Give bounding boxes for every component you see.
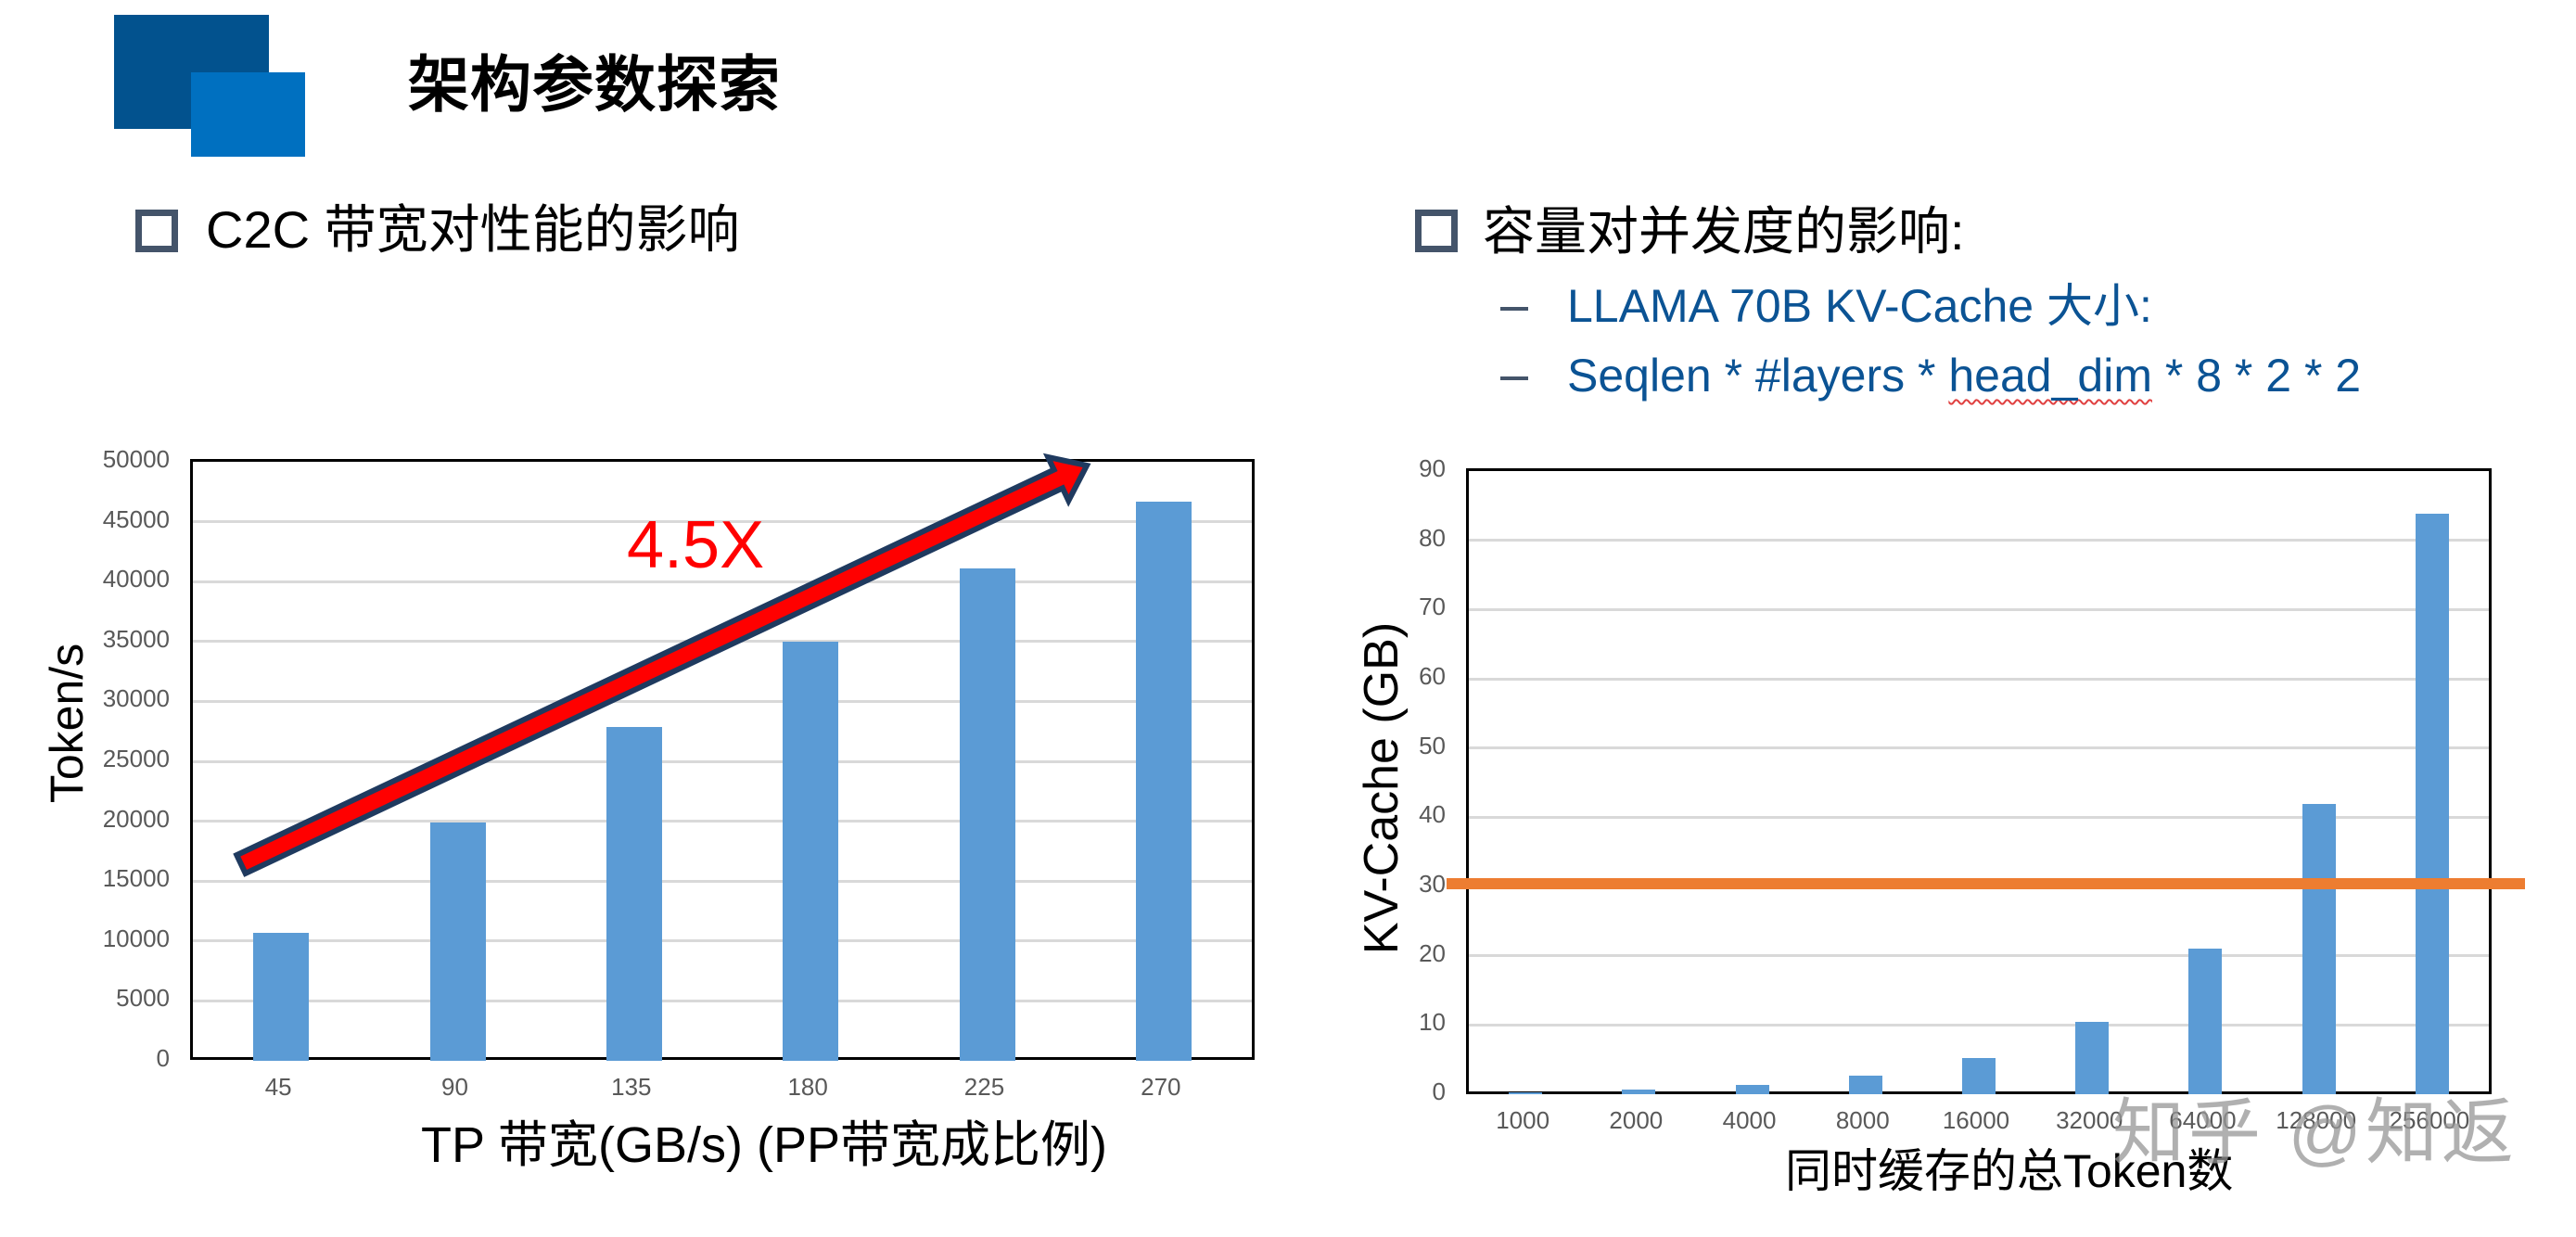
y-tick-label: 40 xyxy=(1419,800,1446,829)
x-tick-label: 2000 xyxy=(1609,1106,1664,1134)
trend-arrow-icon xyxy=(233,453,1091,877)
y-tick-label: 10000 xyxy=(102,924,170,952)
spellcheck-underlined-word: head_dim xyxy=(1948,350,2152,402)
gridline xyxy=(1469,1023,2489,1027)
x-tick-label: 90 xyxy=(441,1073,468,1101)
y-tick-label: 30 xyxy=(1419,870,1446,898)
gridline xyxy=(1469,607,2489,611)
bar xyxy=(429,822,486,1061)
logo-square-light xyxy=(191,72,305,157)
y-tick-label: 50 xyxy=(1419,731,1446,759)
gridline xyxy=(193,580,1252,583)
bar xyxy=(1735,1085,1769,1094)
bar xyxy=(1622,1090,1656,1094)
left-section-heading: C2C 带宽对性能的影响 xyxy=(206,200,740,259)
sub-item-kv-cache-size: LLAMA 70B KV-Cache 大小: xyxy=(1567,280,2152,332)
gridline xyxy=(1469,746,2489,750)
y-tick-label: 50000 xyxy=(102,445,170,473)
gridline xyxy=(193,520,1252,524)
x-tick-label: 64000 xyxy=(2169,1106,2237,1134)
y-tick-label: 15000 xyxy=(102,864,170,893)
bar xyxy=(1135,501,1192,1061)
x-tick-label: 128000 xyxy=(2276,1106,2357,1134)
y-tick-label: 0 xyxy=(1432,1078,1446,1105)
x-tick-label: 45 xyxy=(264,1073,292,1101)
y-tick-label: 5000 xyxy=(116,984,170,1013)
x-tick-label: 270 xyxy=(1141,1073,1181,1101)
y-tick-label: 60 xyxy=(1419,662,1446,690)
y-tick-label: 70 xyxy=(1419,593,1446,621)
gridline xyxy=(193,699,1252,703)
x-tick-label: 8000 xyxy=(1835,1106,1890,1134)
x-tick-label: 225 xyxy=(963,1073,1005,1101)
y-tick-label: 80 xyxy=(1419,523,1446,552)
y-tick-label: 0 xyxy=(156,1044,170,1072)
bar xyxy=(2075,1021,2110,1094)
x-axis-title: TP 带宽(GB/s) (PP带宽成比例) xyxy=(421,1117,1108,1173)
gridline xyxy=(193,879,1252,883)
bar xyxy=(1509,1091,1543,1094)
bar xyxy=(2302,804,2336,1094)
capacity-threshold-line xyxy=(1447,878,2525,889)
bar xyxy=(783,641,839,1061)
x-tick-label: 1000 xyxy=(1496,1106,1550,1134)
x-tick-label: 135 xyxy=(611,1073,652,1101)
hollow-square-bullet-icon xyxy=(135,210,178,252)
y-tick-label: 45000 xyxy=(102,504,170,533)
dash-bullet-icon xyxy=(1500,307,1528,311)
bar xyxy=(606,726,662,1061)
gridline xyxy=(1469,677,2489,681)
gridline xyxy=(193,999,1252,1002)
bar xyxy=(959,567,1015,1061)
page-title: 架构参数探索 xyxy=(408,50,781,119)
y-tick-label: 20 xyxy=(1419,938,1446,967)
y-tick-label: 25000 xyxy=(102,745,170,772)
bar xyxy=(2415,513,2449,1094)
gridline xyxy=(193,820,1252,823)
bar xyxy=(1848,1076,1882,1094)
bar xyxy=(253,932,310,1061)
y-tick-label: 40000 xyxy=(102,565,170,593)
plot-area xyxy=(1466,468,2492,1094)
bar xyxy=(2188,949,2223,1094)
gridline xyxy=(1469,815,2489,819)
gridline xyxy=(1469,954,2489,958)
y-tick-label: 35000 xyxy=(102,624,170,653)
gridline xyxy=(193,759,1252,763)
y-tick-label: 20000 xyxy=(102,804,170,833)
x-tick-label: 256000 xyxy=(2389,1106,2470,1134)
speedup-annotation: 4.5X xyxy=(627,508,765,582)
gridline xyxy=(1469,539,2489,542)
bar xyxy=(1962,1057,1996,1094)
y-tick-label: 90 xyxy=(1419,454,1446,482)
y-tick-label: 30000 xyxy=(102,684,170,713)
x-tick-label: 16000 xyxy=(1942,1106,2010,1134)
dash-bullet-icon xyxy=(1500,376,1528,380)
right-section-heading: 容量对并发度的影响: xyxy=(1483,202,1965,261)
x-axis-title: 同时缓存的总Token数 xyxy=(1785,1145,2234,1197)
gridline xyxy=(193,939,1252,943)
sub-item-formula: Seqlen * #layers * head_dim * 8 * 2 * 2 xyxy=(1567,350,2362,402)
hollow-square-bullet-icon xyxy=(1415,210,1458,252)
y-tick-label: 10 xyxy=(1419,1008,1446,1037)
watermark: 知乎 @知返 xyxy=(2112,1091,2518,1173)
plot-area xyxy=(190,459,1255,1061)
x-tick-label: 32000 xyxy=(2056,1106,2123,1134)
x-tick-label: 4000 xyxy=(1722,1106,1777,1134)
x-tick-label: 180 xyxy=(787,1073,828,1101)
